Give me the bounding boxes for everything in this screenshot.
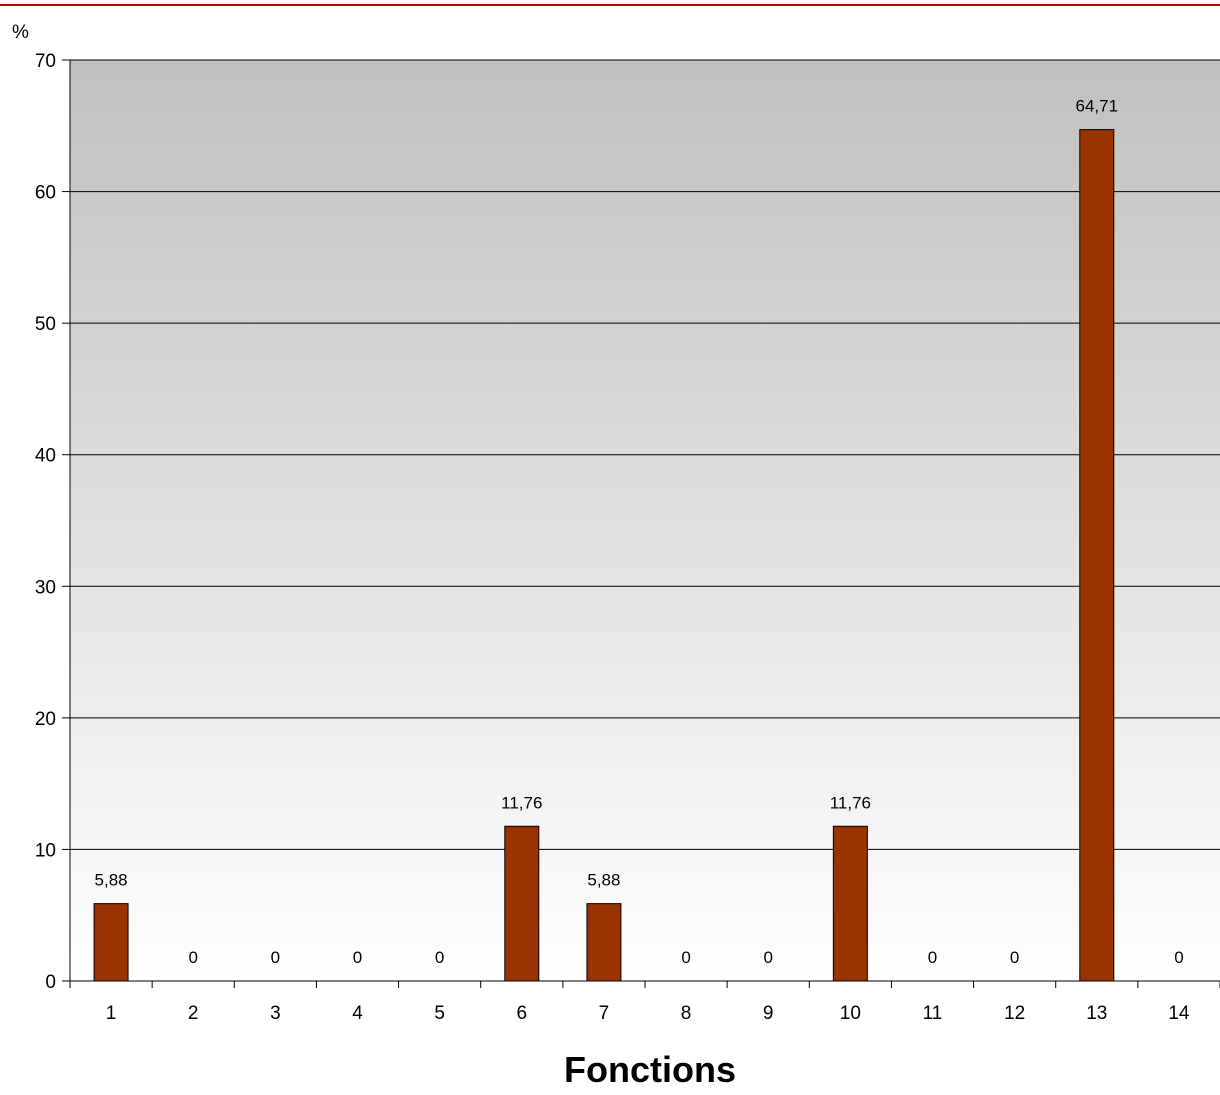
- y-tick-label-10: 10: [35, 840, 56, 861]
- data-label-7: 5,88: [587, 871, 620, 890]
- y-tick-label-70: 70: [35, 51, 56, 72]
- x-tick-label-6: 6: [516, 1003, 527, 1024]
- axes: [62, 59, 1220, 988]
- bar-6: [504, 825, 540, 982]
- data-label-8: 0: [681, 948, 690, 967]
- y-tick-label-20: 20: [35, 709, 56, 730]
- y-tick-label-0: 0: [45, 972, 56, 993]
- bar-10: [832, 825, 868, 982]
- y-tick-label-30: 30: [35, 577, 56, 598]
- x-tick-label-3: 3: [270, 1003, 281, 1024]
- x-tick-label-7: 7: [599, 1003, 610, 1024]
- x-tick-label-1: 1: [106, 1003, 117, 1024]
- x-tick-label-13: 13: [1086, 1003, 1107, 1024]
- x-tick-label-10: 10: [840, 1003, 861, 1024]
- bar-1: [93, 903, 129, 982]
- data-label-4: 0: [353, 948, 362, 967]
- bar-13: [1079, 129, 1115, 982]
- x-tick-label-4: 4: [352, 1003, 363, 1024]
- data-label-14: 0: [1174, 948, 1183, 967]
- data-label-11: 0: [928, 948, 937, 967]
- data-label-9: 0: [763, 948, 772, 967]
- gridlines: [70, 59, 1220, 850]
- data-label-2: 0: [188, 948, 197, 967]
- data-label-3: 0: [271, 948, 280, 967]
- data-label-10: 11,76: [830, 793, 871, 812]
- y-tick-label-40: 40: [35, 446, 56, 467]
- x-tick-label-12: 12: [1004, 1003, 1025, 1024]
- x-tick-label-14: 14: [1168, 1003, 1190, 1024]
- data-label-6: 11,76: [501, 793, 542, 812]
- x-tick-label-8: 8: [681, 1003, 692, 1024]
- x-tick-label-2: 2: [188, 1003, 199, 1024]
- x-tick-label-9: 9: [763, 1003, 774, 1024]
- plot-area: [70, 60, 1220, 981]
- y-tick-label-60: 60: [35, 183, 56, 204]
- x-tick-label-5: 5: [434, 1003, 445, 1024]
- data-labels: 5,88 0 0 0 0 11,76 5,88 0 0 11,76 0 0 64,71 0: [95, 97, 1184, 967]
- bars: [93, 129, 1115, 982]
- data-label-5: 0: [435, 948, 444, 967]
- y-axis-unit: %: [12, 22, 29, 43]
- data-label-13: 64,71: [1076, 97, 1119, 116]
- x-tick-label-11: 11: [923, 1003, 943, 1024]
- data-label-1: 5,88: [95, 871, 128, 890]
- data-label-12: 0: [1010, 948, 1019, 967]
- y-tick-label-50: 50: [35, 314, 56, 335]
- x-axis-title: Fonctions: [564, 1049, 736, 1090]
- bar-7: [586, 903, 622, 982]
